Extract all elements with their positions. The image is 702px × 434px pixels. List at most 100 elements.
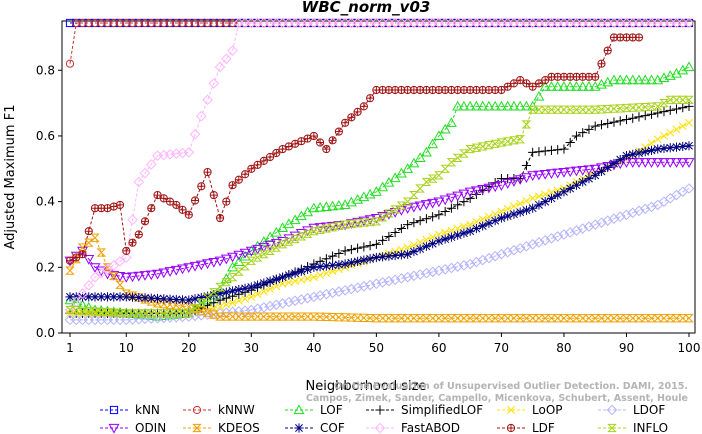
data-point-odin bbox=[683, 158, 695, 168]
data-point-kdeos bbox=[427, 314, 438, 323]
data-point-loop bbox=[216, 302, 225, 311]
data-point-cof bbox=[484, 218, 494, 228]
legend-marker bbox=[294, 423, 304, 433]
data-point-lof bbox=[564, 81, 576, 91]
data-point-fastabod bbox=[102, 263, 113, 275]
data-point-kdeos bbox=[209, 310, 219, 319]
series-cof bbox=[65, 141, 694, 305]
data-point-cof bbox=[171, 294, 181, 305]
data-point-kdeos bbox=[371, 314, 382, 323]
series-layer bbox=[64, 17, 695, 326]
data-point-simplifiedlof bbox=[340, 246, 350, 256]
data-point-ldof bbox=[277, 298, 288, 309]
data-point-knnw bbox=[215, 18, 225, 28]
data-point-kdeos bbox=[140, 295, 150, 304]
data-point-inflo bbox=[621, 103, 632, 113]
data-point-ldof bbox=[508, 244, 520, 256]
data-point-inflo bbox=[671, 95, 682, 104]
legend-label: LOF bbox=[320, 403, 343, 417]
data-point-inflo bbox=[565, 105, 576, 114]
data-point-fastabod bbox=[108, 260, 120, 271]
data-point-odin bbox=[239, 248, 251, 259]
data-point-lof bbox=[639, 74, 651, 85]
data-point-ldf bbox=[359, 102, 368, 111]
data-point-cof bbox=[396, 250, 406, 260]
data-point-ldof bbox=[321, 288, 332, 300]
data-point-loop bbox=[284, 278, 293, 287]
data-point-kdeos bbox=[559, 314, 569, 323]
data-point-lof bbox=[621, 74, 632, 85]
series-line-kdeos bbox=[69, 237, 689, 319]
data-point-ldof bbox=[446, 262, 457, 274]
data-point-kdeos bbox=[484, 314, 494, 323]
x-tick-label: 1 bbox=[66, 341, 74, 355]
legend-entry-inflo: INFLO bbox=[598, 421, 668, 434]
data-point-simplifiedlof bbox=[615, 116, 625, 126]
data-point-ldof bbox=[614, 211, 626, 223]
legend-entry-cof: COF bbox=[285, 421, 345, 434]
data-point-ldof bbox=[658, 196, 670, 207]
legend-label: LoOP bbox=[532, 403, 563, 417]
data-point-cof bbox=[159, 294, 169, 304]
data-point-inflo bbox=[652, 102, 663, 111]
data-point-ldf bbox=[634, 33, 644, 42]
data-point-kdeos bbox=[115, 280, 125, 289]
x-tick-label: 50 bbox=[369, 341, 384, 355]
data-point-knnw bbox=[197, 18, 206, 28]
data-point-inflo bbox=[640, 102, 651, 112]
data-point-cof bbox=[165, 294, 175, 304]
data-point-ldf bbox=[516, 76, 525, 85]
data-point-odin bbox=[558, 167, 570, 178]
data-point-loop bbox=[434, 230, 443, 239]
data-point-simplifiedlof bbox=[571, 131, 582, 141]
data-point-simplifiedlof bbox=[621, 114, 632, 125]
data-point-loop bbox=[672, 125, 681, 134]
data-point-inflo bbox=[521, 120, 532, 129]
data-point-ldf bbox=[591, 72, 600, 81]
chart-title: WBC_norm_v03 bbox=[302, 0, 431, 16]
data-point-inflo bbox=[108, 308, 119, 317]
legend-entry-odin: ODIN bbox=[100, 421, 166, 434]
data-point-ldof bbox=[333, 286, 345, 297]
data-point-fastabod bbox=[77, 288, 88, 299]
data-point-knnw bbox=[134, 18, 143, 28]
data-point-lof bbox=[558, 81, 570, 91]
data-point-odin bbox=[183, 263, 195, 273]
data-point-inflo bbox=[259, 250, 269, 259]
data-point-kdeos bbox=[340, 313, 350, 322]
data-point-ldf bbox=[509, 79, 519, 88]
data-point-lof bbox=[227, 261, 239, 272]
data-point-ldof bbox=[621, 209, 632, 221]
data-point-inflo bbox=[515, 135, 525, 144]
data-point-loop bbox=[241, 294, 250, 303]
data-point-inflo bbox=[102, 308, 113, 317]
data-point-inflo bbox=[246, 256, 257, 265]
data-point-ldf bbox=[190, 196, 200, 205]
data-point-ldf bbox=[115, 200, 125, 210]
data-point-fastabod bbox=[195, 110, 207, 122]
data-point-kdeos bbox=[652, 314, 663, 323]
data-point-inflo bbox=[127, 309, 138, 318]
data-point-inflo bbox=[490, 139, 500, 148]
data-point-knnw bbox=[147, 18, 156, 28]
legend-entry-lof: LOF bbox=[285, 403, 343, 417]
data-point-odin bbox=[664, 158, 676, 168]
data-point-kdeos bbox=[477, 314, 488, 323]
data-point-odin bbox=[458, 189, 470, 200]
data-point-odin bbox=[639, 158, 651, 168]
data-point-loop bbox=[497, 207, 506, 216]
legend-marker bbox=[375, 405, 385, 415]
data-point-odin bbox=[220, 254, 232, 265]
data-point-odin bbox=[358, 216, 370, 227]
x-tick-label: 30 bbox=[244, 341, 259, 355]
data-point-ldf bbox=[128, 238, 137, 247]
data-point-inflo bbox=[234, 267, 244, 276]
data-point-kdeos bbox=[352, 313, 363, 322]
data-point-ldof bbox=[639, 203, 651, 215]
data-point-fastabod bbox=[139, 167, 151, 179]
data-point-ldf bbox=[165, 197, 175, 206]
series-fastabod bbox=[64, 17, 695, 316]
data-point-knnw bbox=[122, 18, 131, 28]
data-point-loop bbox=[291, 277, 300, 286]
data-point-cof bbox=[596, 166, 607, 177]
